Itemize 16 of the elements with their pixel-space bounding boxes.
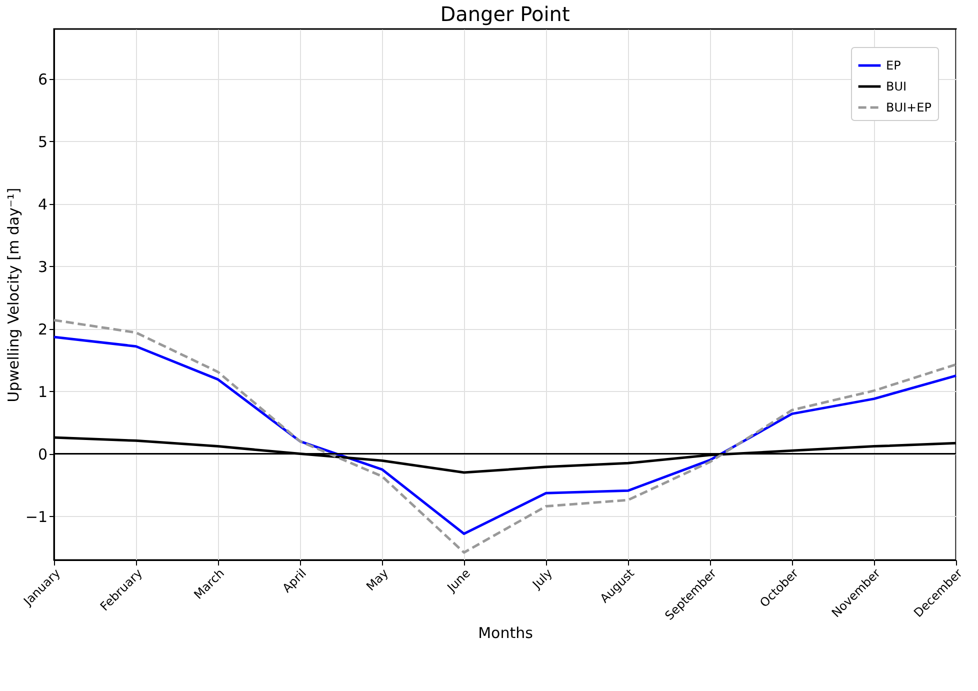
y-tick-label: 2	[38, 320, 48, 338]
y-tick-label: 1	[38, 382, 48, 401]
chart-title: Danger Point	[440, 2, 570, 26]
y-tick-label: 3	[38, 258, 48, 276]
line-series	[52, 336, 958, 536]
y-tick-label: 6	[38, 70, 48, 88]
y-tick-label: 0	[38, 445, 48, 464]
legend-label: EP	[886, 58, 901, 72]
y-axis-title: Upwelling Velocity [m day⁻¹]	[4, 188, 22, 402]
y-tick-label: −1	[25, 508, 48, 526]
legend-label: BUI	[886, 80, 907, 94]
x-axis-title: Months	[478, 624, 534, 642]
y-tick-label: 5	[38, 132, 48, 151]
legend-label: BUI+EP	[886, 100, 932, 114]
line-series	[52, 318, 958, 554]
y-tick-label: 4	[38, 195, 48, 214]
